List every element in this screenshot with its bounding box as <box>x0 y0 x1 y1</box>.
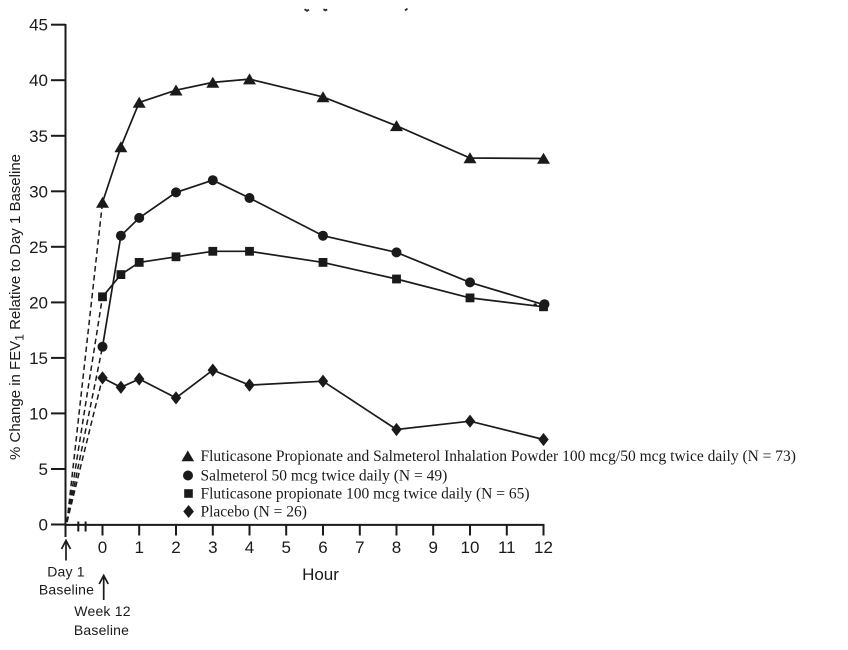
svg-text:45: 45 <box>29 16 48 35</box>
svg-text:0: 0 <box>39 516 48 535</box>
svg-text:Week 12: Week 12 <box>74 603 130 619</box>
svg-text:12: 12 <box>534 538 553 557</box>
svg-text:8: 8 <box>392 538 401 557</box>
svg-text:40: 40 <box>29 71 48 90</box>
svg-text:Baseline: Baseline <box>39 582 94 598</box>
svg-text:1: 1 <box>134 538 143 557</box>
svg-text:10: 10 <box>461 538 480 557</box>
svg-text:20: 20 <box>29 293 48 312</box>
svg-text:Baseline: Baseline <box>74 622 129 638</box>
svg-text:Hour: Hour <box>302 565 339 584</box>
svg-text:3: 3 <box>208 538 217 557</box>
svg-text:5: 5 <box>39 460 48 479</box>
svg-text:9: 9 <box>428 538 437 557</box>
svg-text:% Change in FEV1 Relative to D: % Change in FEV1 Relative to Day 1 Basel… <box>7 154 27 460</box>
svg-text:Fluticasone Propionate and Sal: Fluticasone Propionate and Salmeterol In… <box>201 448 796 465</box>
svg-text:0: 0 <box>98 538 107 557</box>
svg-text:Placebo (N = 26): Placebo (N = 26) <box>201 504 307 521</box>
svg-text:4: 4 <box>245 538 254 557</box>
svg-text:5: 5 <box>281 538 290 557</box>
svg-text:30: 30 <box>29 182 48 201</box>
svg-text:11: 11 <box>498 538 516 557</box>
svg-text:35: 35 <box>29 127 48 146</box>
svg-text:15: 15 <box>29 349 48 368</box>
svg-text:Day 1: Day 1 <box>47 564 85 580</box>
svg-text:7: 7 <box>355 538 364 557</box>
svg-text:Salmeterol 50 mcg twice daily: Salmeterol 50 mcg twice daily (N = 49) <box>201 468 448 485</box>
svg-text:2: 2 <box>171 538 180 557</box>
svg-text:6: 6 <box>318 538 327 557</box>
svg-text:10: 10 <box>29 404 48 423</box>
svg-text:25: 25 <box>29 238 48 257</box>
svg-text:Fluticasone propionate 100 mcg: Fluticasone propionate 100 mcg twice dai… <box>201 486 530 503</box>
